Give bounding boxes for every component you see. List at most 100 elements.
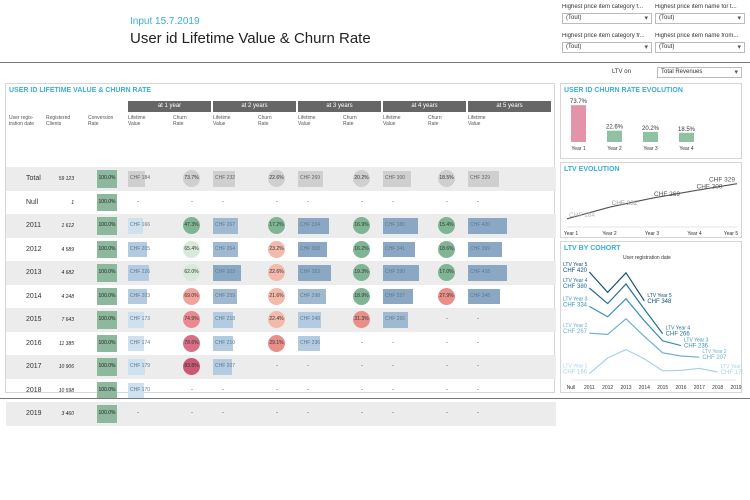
churn-circle: 18.9% bbox=[353, 287, 370, 305]
registered-clients: 1 612 bbox=[61, 223, 74, 229]
ltv-bar: CHF 298 bbox=[298, 288, 326, 304]
cohort-x-label: 2013 bbox=[620, 385, 631, 391]
ltv-on-select[interactable]: Total Revenues bbox=[657, 67, 742, 78]
ltv-col-header: Lifetime Value bbox=[213, 115, 231, 127]
cohort-right-label: CHF 170 bbox=[721, 370, 743, 376]
churn-circle: 27.9% bbox=[438, 287, 455, 305]
churn-bar bbox=[571, 105, 586, 142]
churn-empty: - bbox=[361, 198, 363, 205]
churn-empty: - bbox=[446, 316, 448, 322]
ltv-bar: CHF 327 bbox=[383, 288, 413, 304]
filter-select[interactable]: (Tout) bbox=[655, 13, 745, 24]
ltv-on-value: Total Revenues bbox=[661, 69, 703, 75]
ltv-bar: CHF 207 bbox=[213, 359, 235, 375]
churn-evolution-title: USER ID CHURN RATE EVOLUTION bbox=[564, 87, 683, 94]
registered-clients: 4 682 bbox=[61, 270, 74, 276]
ltv-empty: - bbox=[222, 386, 224, 393]
cohort-right-label: LTV Year 2 bbox=[702, 349, 727, 355]
ltv-bar: CHF 269 bbox=[298, 171, 323, 187]
row-label: 2019 bbox=[26, 410, 42, 417]
cohort-x-label: 2019 bbox=[730, 385, 741, 391]
churn-circle: 69.0% bbox=[183, 287, 200, 305]
ltv-col-header: Lifetime Value bbox=[128, 115, 146, 127]
ltv-evo-line bbox=[566, 183, 738, 220]
churn-circle: 18.6% bbox=[438, 240, 455, 258]
conv-rate-header: Conversion Rate bbox=[88, 115, 114, 127]
ltv-empty: - bbox=[307, 386, 309, 393]
ltv-bar: CHF 266 bbox=[383, 312, 408, 328]
row-label: 2015 bbox=[26, 316, 42, 323]
filter-value: (Tout) bbox=[659, 15, 675, 21]
conversion-rate: 100.0% bbox=[97, 193, 117, 211]
ltv-evo-category-label: Year 2 bbox=[602, 231, 616, 237]
ltv-bar: CHF 418 bbox=[468, 265, 507, 281]
ltv-bar: CHF 184 bbox=[128, 171, 150, 187]
churn-circle: 47.3% bbox=[183, 217, 200, 234]
ltv-evolution-panel: LTV EVOLUTION CHF 184 Year 1 CHF 232 Year 2… bbox=[560, 162, 742, 238]
cohort-x-label: 2014 bbox=[639, 385, 650, 391]
filter-label: Highest price item category fr... bbox=[562, 33, 645, 39]
ltv-bar: CHF 232 bbox=[213, 171, 235, 187]
churn-circle: 18.5% bbox=[438, 170, 455, 187]
registered-clients: 59 123 bbox=[58, 176, 74, 182]
churn-circle: 73.7% bbox=[183, 170, 200, 187]
table-title: USER ID LIFETIME VALUE & CHURN RATE bbox=[9, 87, 152, 94]
conversion-rate: 100.0% bbox=[97, 405, 117, 423]
churn-empty: - bbox=[361, 386, 363, 393]
ltv-evo-category-label: Year 5 bbox=[724, 231, 738, 237]
cohort-left-label: LTV Year 4 bbox=[563, 278, 588, 284]
conversion-rate: 100.0% bbox=[97, 334, 117, 352]
filter-value: (Tout) bbox=[566, 44, 582, 50]
row-label: Total bbox=[26, 175, 41, 182]
ltv-churn-table-panel: USER ID LIFETIME VALUE & CHURN RATE at 1… bbox=[5, 83, 556, 426]
ltv-empty: - bbox=[307, 198, 309, 205]
period-header: at 5 years bbox=[468, 101, 551, 112]
row-label: 2013 bbox=[26, 269, 42, 276]
bottom-separator bbox=[0, 398, 750, 399]
ltv-col-header: Lifetime Value bbox=[468, 115, 486, 127]
ltv-evo-point-label: CHF 232 bbox=[612, 200, 638, 207]
cohort-left-label: CHF 267 bbox=[563, 329, 588, 335]
ltv-evo-point-label: CHF 300 bbox=[697, 184, 723, 191]
ltv-empty: - bbox=[477, 410, 479, 416]
filter-select[interactable]: (Tout) bbox=[562, 42, 652, 53]
cohort-right-label: CHF 348 bbox=[647, 299, 672, 305]
filter-label: Highest price item name from... bbox=[655, 33, 739, 39]
row-band bbox=[6, 402, 556, 426]
row-label: 2017 bbox=[26, 363, 42, 370]
churn-empty: - bbox=[276, 198, 278, 205]
ltv-empty: - bbox=[222, 198, 224, 205]
ltv-bar: CHF 369 bbox=[468, 241, 502, 257]
churn-circle: 74.9% bbox=[183, 311, 200, 328]
ltv-bar: CHF 341 bbox=[383, 241, 415, 257]
cohort-x-label: 2018 bbox=[712, 385, 723, 391]
ltv-bar: CHF 170 bbox=[128, 382, 150, 398]
ltv-empty: - bbox=[477, 363, 479, 369]
ltv-empty: - bbox=[392, 363, 394, 369]
input-date-subtitle: Input 15.7.2019 bbox=[130, 16, 200, 27]
cohort-right-label: CHF 236 bbox=[684, 344, 709, 350]
filter-select[interactable]: (Tout) bbox=[562, 13, 652, 24]
ltv-col-header: Lifetime Value bbox=[383, 115, 401, 127]
conversion-rate: 100.0% bbox=[97, 358, 117, 376]
cohort-left-label: LTV Year 5 bbox=[563, 262, 588, 268]
registered-clients: 10 598 bbox=[58, 387, 74, 394]
ltv-churn-table: at 1 year Lifetime Value Churn Rate at 2 ye… bbox=[6, 84, 556, 426]
ltv-empty: - bbox=[392, 198, 394, 205]
period-header: at 2 years bbox=[213, 101, 296, 112]
cohort-series-line bbox=[589, 317, 700, 358]
ltv-bar: CHF 380 bbox=[383, 218, 418, 234]
top-separator bbox=[0, 62, 750, 63]
churn-empty: - bbox=[446, 198, 448, 205]
ltv-bar: CHF 334 bbox=[298, 218, 329, 234]
churn-category-label: Year 3 bbox=[643, 146, 657, 152]
ltv-bar: CHF 308 bbox=[298, 241, 327, 257]
churn-circle: 83.8% bbox=[183, 358, 200, 375]
ltv-bar: CHF 329 bbox=[468, 171, 499, 187]
filter-label: Highest price item category f... bbox=[562, 4, 644, 10]
churn-empty: - bbox=[446, 363, 448, 369]
filter-select[interactable]: (Tout) bbox=[655, 42, 745, 53]
ltv-empty: - bbox=[477, 339, 479, 346]
ltv-bar: CHF 218 bbox=[213, 312, 235, 328]
